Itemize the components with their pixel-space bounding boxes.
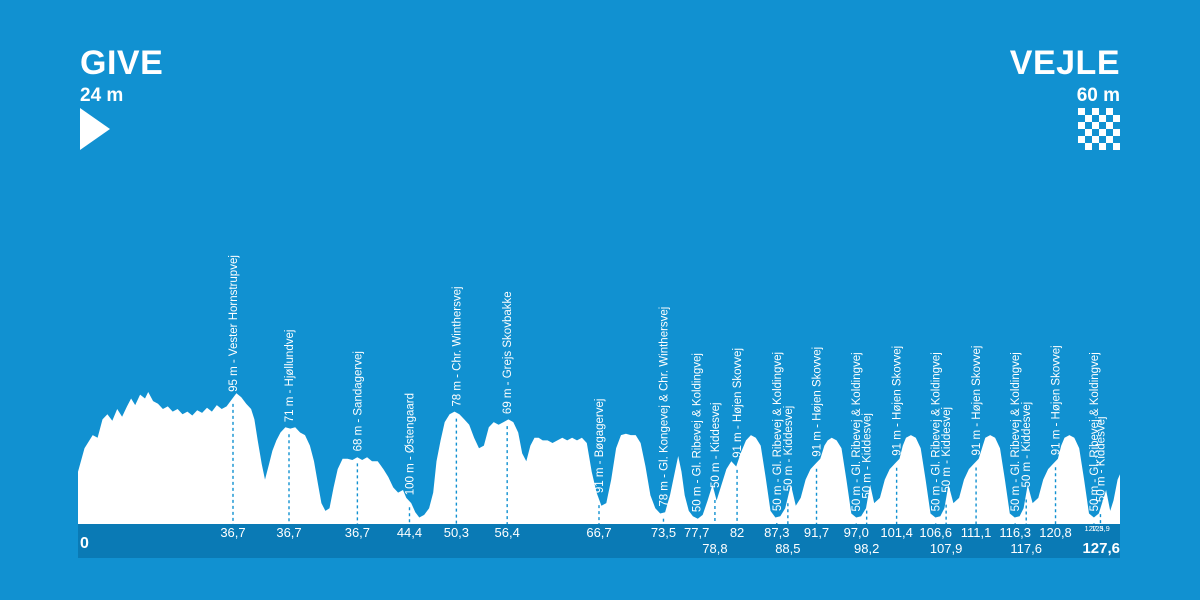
checkered-square xyxy=(1113,143,1120,150)
checkered-square xyxy=(1085,143,1092,150)
marker-label: 50 m - Gl. Ribevej & Koldingvej xyxy=(1010,352,1022,511)
marker-label: 50 m - Gl. Ribevej & Koldingvej xyxy=(692,353,704,512)
checkered-square xyxy=(1099,115,1106,122)
checkered-square xyxy=(1106,122,1113,129)
start-km-label: 0 xyxy=(80,535,89,552)
km-tick-label: 36,7 xyxy=(220,525,245,540)
marker-label: 91 m - Bøgagervej xyxy=(594,399,606,494)
km-tick-label: 97,0 xyxy=(844,525,869,540)
marker-label: 50 m - Kiddesvej xyxy=(710,402,722,488)
checkered-square xyxy=(1092,108,1099,115)
km-tick-label: 77,7 xyxy=(684,525,709,540)
km-tick-label: 91,7 xyxy=(804,525,829,540)
marker-label: 69 m - Grejs Skovbakke xyxy=(502,291,514,414)
marker-label: 50 m - Gl. Ribevej & Koldingvej xyxy=(772,352,784,511)
checkered-square xyxy=(1078,108,1085,115)
marker-label: 68 m - Sandagervej xyxy=(352,351,364,451)
finish-city: VEJLE xyxy=(1009,44,1120,82)
marker-label: 71 m - Hjøllundvej xyxy=(284,330,296,423)
checkered-square xyxy=(1099,129,1106,136)
km-tick-label: 50,3 xyxy=(444,525,469,540)
marker-label: 78 m - Chr. Winthersvej xyxy=(451,286,463,406)
km-tick-label: 87,3 xyxy=(764,525,789,540)
start-elevation: 24 m xyxy=(80,85,124,106)
km-tick-label: 88,5 xyxy=(775,541,800,556)
km-tick-label: 82 xyxy=(730,525,744,540)
start-city: GIVE xyxy=(80,44,164,82)
checkered-square xyxy=(1106,136,1113,143)
checkered-flag-icon xyxy=(1078,108,1120,150)
km-tick-label: 127,3 xyxy=(1085,524,1104,533)
checkered-square xyxy=(1113,115,1120,122)
checkered-square xyxy=(1092,136,1099,143)
km-tick-label: 107,9 xyxy=(930,541,963,556)
checkered-square xyxy=(1078,136,1085,143)
km-tick-label: 73,5 xyxy=(651,525,676,540)
km-tick-label: 98,2 xyxy=(854,541,879,556)
elevation-profile-area xyxy=(78,392,1120,524)
marker-label: 91 m - Højen Skovvej xyxy=(892,346,904,456)
km-tick-label: 120,8 xyxy=(1039,525,1072,540)
marker-label: 91 m - Højen Skovvej xyxy=(732,348,744,458)
km-tick-label: 116,3 xyxy=(999,525,1031,540)
marker-label: 50 m - Kiddesvej xyxy=(1021,402,1033,488)
marker-label: 50 m - Gl. Ribevej & Koldingvej xyxy=(851,352,863,511)
marker-label: 50 m - Kiddesvej xyxy=(783,406,795,492)
start-triangle-icon xyxy=(80,108,110,150)
km-tick-label: 36,7 xyxy=(276,525,301,540)
km-tick-label: 66,7 xyxy=(586,525,611,540)
km-tick-label: 125,9 xyxy=(1091,524,1110,533)
marker-label: 95 m - Vester Hornstrupvej xyxy=(228,255,240,392)
marker-label: 78 m - Gl. Kongevej & Chr. Winthersvej xyxy=(658,307,670,507)
checkered-square xyxy=(1085,129,1092,136)
marker-label: 50 m - Kiddesvej xyxy=(862,413,874,499)
marker-label: 50 m - Kiddesvej xyxy=(1095,416,1107,502)
marker-label: 91 m - Højen Skovvej xyxy=(1051,345,1063,455)
finish-elevation: 60 m xyxy=(1076,85,1120,106)
km-tick-label: 78,8 xyxy=(702,541,727,556)
checkered-square xyxy=(1106,108,1113,115)
marker-label: 91 m - Højen Skovvej xyxy=(812,347,824,457)
marker-label: 91 m - Højen Skovvej xyxy=(971,346,983,456)
km-axis-band xyxy=(78,524,1120,558)
km-tick-label: 56,4 xyxy=(495,525,520,540)
checkered-square xyxy=(1092,122,1099,129)
km-tick-label: 106,6 xyxy=(919,525,952,540)
marker-label: 100 m - Østengaard xyxy=(404,393,416,495)
checkered-square xyxy=(1099,143,1106,150)
checkered-square xyxy=(1078,122,1085,129)
km-tick-label: 44,4 xyxy=(397,525,422,540)
marker-label: 50 m - Gl. Ribevej & Koldingvej xyxy=(1089,352,1101,511)
km-tick-label: 101,4 xyxy=(880,525,913,540)
km-tick-label: 111,1 xyxy=(961,525,992,540)
marker-label: 50 m - Gl. Ribevej & Koldingvej xyxy=(931,352,943,511)
finish-km-label: 127,6 xyxy=(1082,540,1120,557)
km-tick-label: 36,7 xyxy=(345,525,370,540)
checkered-square xyxy=(1113,129,1120,136)
checkered-square xyxy=(1085,115,1092,122)
km-tick-label: 117,6 xyxy=(1010,541,1042,556)
marker-label: 50 m - Kiddesvej xyxy=(941,407,953,493)
